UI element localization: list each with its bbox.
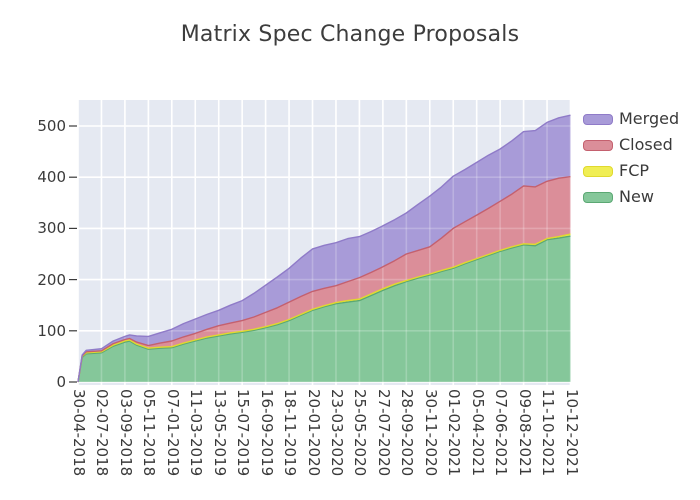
legend-label: Merged — [619, 109, 680, 128]
chart-title: Matrix Spec Change Proposals — [180, 22, 520, 47]
x-tick-label: 13-05-2019 — [210, 389, 229, 477]
x-tick-label: 02-07-2018 — [93, 389, 112, 477]
x-tick-label: 07-06-2021 — [492, 389, 511, 477]
x-tick-label: 15-07-2019 — [234, 389, 253, 477]
legend-label: FCP — [619, 161, 650, 180]
line-merged — [77, 114, 571, 383]
legend-swatch-merged — [583, 114, 613, 125]
x-tick-label: 09-08-2021 — [515, 389, 534, 477]
x-tick-label: 30-11-2020 — [421, 389, 440, 477]
x-tick-label: 25-05-2020 — [351, 389, 370, 477]
line-fcp — [77, 233, 571, 383]
x-tick-label: 03-09-2018 — [116, 389, 135, 477]
x-tick-label: 07-01-2019 — [163, 389, 182, 477]
x-tick-label: 30-04-2018 — [70, 389, 88, 477]
area-new — [78, 236, 571, 382]
y-tick-label: 200 — [37, 270, 66, 289]
x-tick-label: 11-10-2021 — [539, 389, 558, 477]
x-tick-label: 18-11-2019 — [281, 389, 300, 477]
x-tick-label: 28-09-2020 — [398, 389, 417, 477]
y-tick-label: 500 — [37, 117, 66, 135]
x-tick-label: 16-09-2019 — [257, 389, 276, 477]
x-tick-label: 05-11-2018 — [140, 389, 159, 477]
line-new — [77, 235, 571, 383]
y-tick-label: 400 — [37, 168, 66, 187]
legend-swatch-new — [583, 192, 613, 203]
x-tick-label: 05-04-2021 — [468, 389, 487, 477]
legend-swatch-closed — [583, 140, 613, 151]
x-tick-label: 10-12-2021 — [562, 389, 581, 477]
x-tick-label: 23-03-2020 — [327, 389, 346, 477]
x-tick-label: 11-03-2019 — [187, 389, 206, 477]
legend-swatch-fcp — [583, 166, 613, 177]
legend-label: Closed — [619, 135, 673, 154]
y-tick-label: 100 — [37, 321, 66, 340]
line-closed — [77, 176, 571, 383]
area-closed — [78, 176, 571, 382]
x-tick-label: 20-01-2020 — [304, 389, 323, 477]
x-tick-label: 27-07-2020 — [374, 389, 393, 477]
x-tick-label: 01-02-2021 — [445, 389, 464, 477]
legend-label: New — [619, 187, 654, 206]
y-tick-label: 0 — [56, 373, 66, 391]
y-tick-label: 300 — [37, 219, 66, 238]
